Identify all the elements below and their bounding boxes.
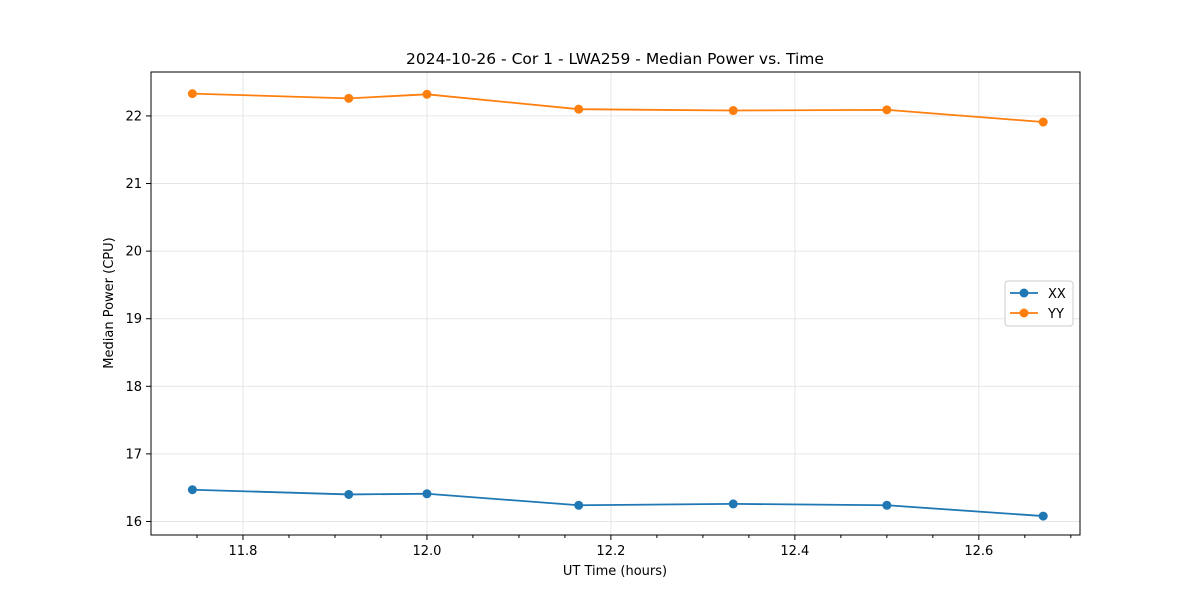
legend-label-yy: YY [1047,307,1064,322]
data-point-xx [728,499,738,509]
data-point-yy [1038,117,1048,127]
data-point-yy [728,106,738,116]
legend-marker-yy [1019,308,1029,318]
x-tick-label: 12.6 [964,544,993,559]
series-layer [187,89,1048,521]
y-tick-label: 19 [125,312,142,327]
y-tick-label: 16 [125,515,142,530]
chart-title: 2024-10-26 - Cor 1 - LWA259 - Median Pow… [406,50,824,68]
y-tick-label: 21 [125,177,142,192]
y-tick-label: 17 [125,447,142,462]
data-point-xx [882,500,892,510]
data-point-xx [187,485,197,495]
data-point-xx [1038,511,1048,521]
data-point-yy [187,89,197,99]
y-tick-label: 20 [125,245,142,260]
data-point-xx [574,500,584,510]
legend-label-xx: XX [1048,287,1066,302]
x-tick-label: 12.0 [412,544,441,559]
x-axis-title: UT Time (hours) [563,564,667,579]
x-tick-label: 11.8 [229,544,258,559]
data-point-yy [422,89,432,99]
x-tick-label: 12.2 [596,544,625,559]
legend: XX YY [1004,280,1074,327]
data-point-xx [422,489,432,499]
data-point-yy [574,104,584,114]
plot-frame [150,71,1081,536]
x-axis: 11.8 12.0 12.2 12.4 12.6 [196,535,1072,559]
data-point-yy [344,93,354,103]
grid-lines [151,72,1080,535]
data-point-xx [344,489,354,499]
y-axis: 16 17 18 19 20 21 22 [125,109,151,530]
y-axis-title: Median Power (CPU) [102,237,117,368]
y-tick-label: 22 [125,109,142,124]
legend-marker-xx [1019,288,1029,298]
x-tick-label: 12.4 [780,544,809,559]
y-tick-label: 18 [125,380,142,395]
data-point-yy [882,105,892,115]
